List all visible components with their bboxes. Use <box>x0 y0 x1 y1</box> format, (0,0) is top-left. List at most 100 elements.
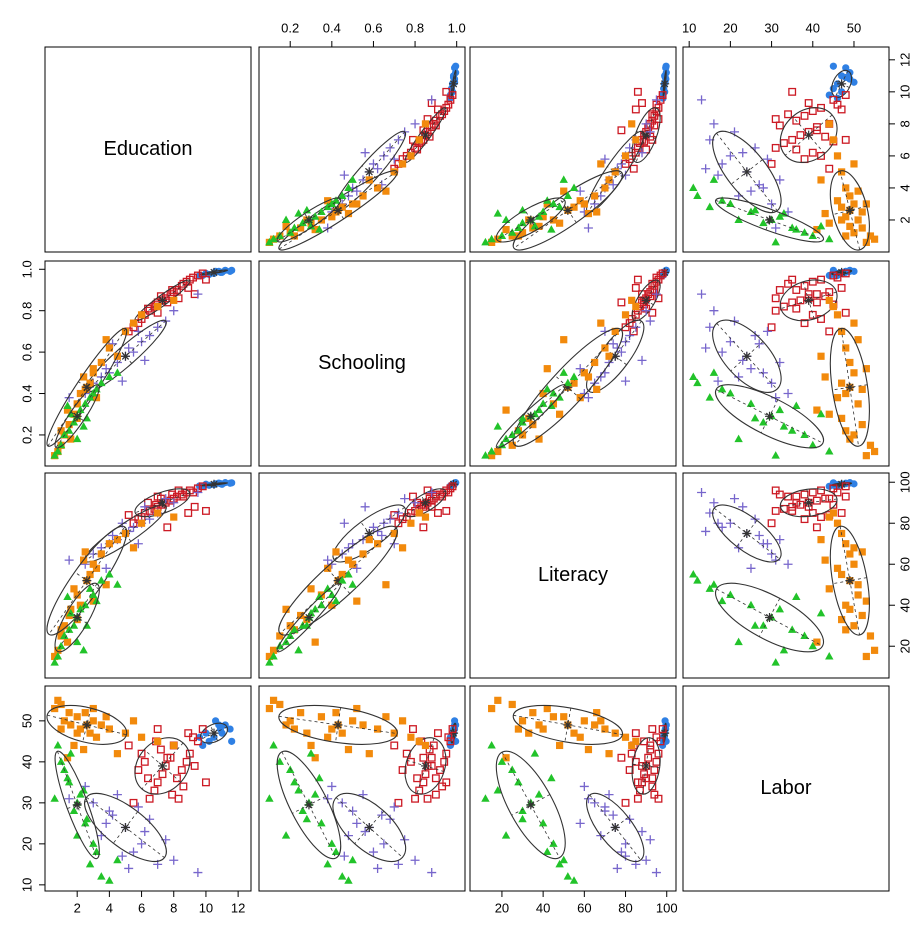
point <box>179 492 188 501</box>
point <box>767 199 777 209</box>
point <box>339 851 349 861</box>
point <box>429 494 438 503</box>
point <box>89 717 97 725</box>
point <box>821 292 830 301</box>
ellipse-group <box>586 792 645 863</box>
point <box>298 806 307 815</box>
point <box>829 95 838 104</box>
point <box>65 709 73 717</box>
point <box>173 774 181 783</box>
point <box>631 322 641 332</box>
point <box>398 766 407 774</box>
point <box>734 372 744 382</box>
point <box>349 560 357 568</box>
panel <box>265 696 460 884</box>
point <box>829 136 837 144</box>
point <box>349 717 357 725</box>
point <box>767 378 777 388</box>
point <box>344 876 353 884</box>
point <box>838 615 846 624</box>
point <box>817 486 825 495</box>
point <box>450 717 459 725</box>
point <box>344 209 353 218</box>
point <box>547 225 556 233</box>
point <box>92 733 101 741</box>
point <box>640 737 649 746</box>
point <box>850 480 858 488</box>
centroid <box>837 479 847 489</box>
point <box>738 502 748 512</box>
centroid <box>837 267 847 277</box>
point <box>168 490 177 499</box>
point <box>86 570 94 579</box>
point <box>442 778 451 787</box>
point <box>323 859 332 868</box>
point <box>297 224 305 232</box>
point <box>508 765 517 774</box>
point <box>705 322 715 332</box>
point <box>829 271 838 280</box>
centroid <box>526 411 536 421</box>
point <box>228 266 236 274</box>
centroid <box>845 576 855 586</box>
point <box>788 298 797 307</box>
y-tick-label: 2 <box>897 216 912 223</box>
point <box>842 540 850 548</box>
point <box>508 232 516 240</box>
point <box>583 393 593 403</box>
point <box>359 550 367 558</box>
point <box>866 441 875 449</box>
point <box>145 331 155 341</box>
point <box>290 223 299 231</box>
point <box>693 378 702 387</box>
x-tick-label: 50 <box>847 20 861 35</box>
point <box>575 364 585 374</box>
point <box>101 563 111 573</box>
point <box>311 754 319 762</box>
point <box>170 296 178 304</box>
x-tick-label: 6 <box>138 900 145 915</box>
point <box>494 696 502 704</box>
point <box>382 581 390 589</box>
centroid <box>72 411 82 421</box>
ellipse-group <box>278 704 398 745</box>
point <box>709 119 719 129</box>
point <box>651 95 661 105</box>
point <box>597 717 605 725</box>
point <box>338 203 346 211</box>
point <box>50 451 59 459</box>
point <box>105 344 113 352</box>
point <box>841 482 850 491</box>
centroid <box>742 167 752 177</box>
point <box>783 559 793 569</box>
point <box>421 513 430 521</box>
point <box>638 99 646 108</box>
point <box>771 223 781 233</box>
point <box>481 451 490 459</box>
point <box>642 774 651 783</box>
point <box>365 750 373 758</box>
point <box>750 205 760 214</box>
point <box>297 709 305 717</box>
point <box>67 721 75 729</box>
point <box>709 368 719 376</box>
point <box>140 502 150 512</box>
point <box>792 145 801 154</box>
point <box>488 238 496 246</box>
centroid <box>660 267 670 277</box>
point <box>97 378 106 387</box>
point <box>771 237 780 246</box>
point <box>353 200 361 208</box>
point <box>282 721 290 729</box>
point <box>298 218 307 227</box>
point <box>771 115 780 124</box>
point <box>339 170 349 180</box>
point <box>393 508 403 518</box>
point <box>488 704 496 713</box>
point <box>654 115 663 124</box>
point <box>870 447 879 456</box>
point <box>54 696 62 704</box>
point <box>324 564 332 572</box>
point <box>825 651 834 660</box>
point <box>746 563 756 573</box>
